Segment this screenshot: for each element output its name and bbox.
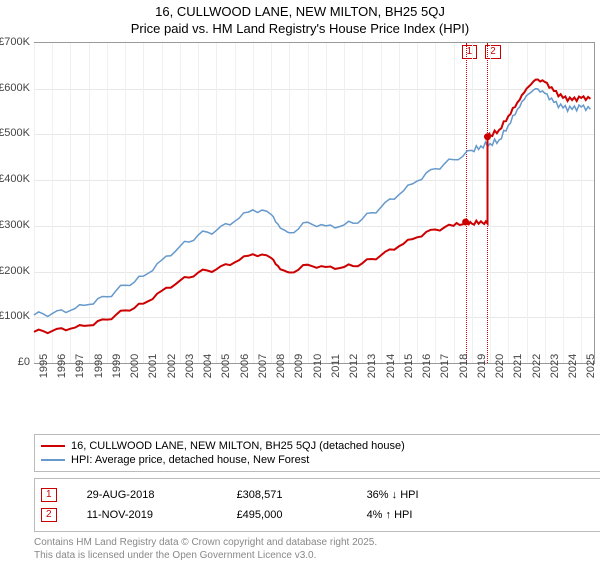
y-tick-label: £200K — [0, 265, 30, 277]
transaction-marker: 2 — [41, 508, 57, 522]
transaction-marker: 1 — [41, 488, 57, 502]
x-tick-label: 2005 — [220, 354, 232, 378]
y-tick-label: £100K — [0, 310, 30, 322]
legend-label: HPI: Average price, detached house, New … — [71, 454, 309, 466]
x-tick-label: 2024 — [567, 354, 579, 378]
x-tick-label: 2021 — [512, 354, 524, 378]
plot-region: 12 — [34, 42, 595, 364]
transaction-delta: 36% ↓ HPI — [367, 489, 419, 501]
x-tick-label: 2003 — [184, 354, 196, 378]
y-tick-label: £400K — [0, 173, 30, 185]
x-tick-label: 2009 — [293, 354, 305, 378]
y-tick-label: £500K — [0, 127, 30, 139]
chart-svg — [34, 43, 594, 363]
x-tick-label: 1996 — [56, 354, 68, 378]
x-tick-label: 1995 — [38, 354, 50, 378]
transaction-row: 2 11-NOV-2019£495,0004% ↑ HPI — [41, 505, 599, 525]
title-line1: 16, CULLWOOD LANE, NEW MILTON, BH25 5QJ — [0, 4, 600, 19]
x-tick-label: 2000 — [129, 354, 141, 378]
legend-row: HPI: Average price, detached house, New … — [41, 453, 599, 467]
chart-area: 12 £0£100K£200K£300K£400K£500K£600K£700K… — [34, 42, 594, 392]
x-tick-label: 1998 — [93, 354, 105, 378]
legend-label: 16, CULLWOOD LANE, NEW MILTON, BH25 5QJ … — [71, 440, 405, 452]
x-tick-label: 2007 — [257, 354, 269, 378]
x-tick-label: 2010 — [312, 354, 324, 378]
attribution: Contains HM Land Registry data © Crown c… — [34, 536, 600, 562]
x-tick-label: 1999 — [111, 354, 123, 378]
marker-dot — [462, 218, 469, 225]
transaction-date: 29-AUG-2018 — [87, 489, 237, 501]
x-tick-label: 2022 — [531, 354, 543, 378]
y-tick-label: £300K — [0, 219, 30, 231]
y-tick-label: £0 — [18, 356, 30, 368]
x-tick-label: 2025 — [585, 354, 597, 378]
x-tick-label: 2018 — [458, 354, 470, 378]
x-tick-label: 2012 — [348, 354, 360, 378]
transaction-date: 11-NOV-2019 — [87, 509, 237, 521]
legend: 16, CULLWOOD LANE, NEW MILTON, BH25 5QJ … — [34, 434, 600, 472]
y-tick-label: £600K — [0, 82, 30, 94]
x-tick-label: 2023 — [549, 354, 561, 378]
transactions-table: 1 29-AUG-2018£308,57136% ↓ HPI 2 11-NOV-201… — [34, 478, 600, 532]
series-hpi — [34, 89, 590, 317]
attribution-line1: Contains HM Land Registry data © Crown c… — [34, 536, 600, 549]
x-tick-label: 2017 — [439, 354, 451, 378]
x-tick-label: 1997 — [74, 354, 86, 378]
x-tick-label: 2008 — [275, 354, 287, 378]
x-tick-label: 2006 — [239, 354, 251, 378]
x-tick-label: 2019 — [476, 354, 488, 378]
x-tick-label: 2011 — [330, 354, 342, 378]
series-property — [34, 80, 590, 334]
y-tick-label: £700K — [0, 36, 30, 48]
legend-row: 16, CULLWOOD LANE, NEW MILTON, BH25 5QJ … — [41, 439, 599, 453]
x-tick-label: 2013 — [366, 354, 378, 378]
transaction-delta: 4% ↑ HPI — [367, 509, 413, 521]
x-tick-label: 2004 — [202, 354, 214, 378]
transaction-price: £308,571 — [237, 489, 367, 501]
x-tick-label: 2014 — [385, 354, 397, 378]
legend-swatch — [41, 445, 65, 447]
marker-dot — [484, 133, 491, 140]
x-tick-label: 2015 — [403, 354, 415, 378]
title-line2: Price paid vs. HM Land Registry's House … — [0, 21, 600, 36]
attribution-line2: This data is licensed under the Open Gov… — [34, 549, 600, 562]
x-tick-label: 2020 — [494, 354, 506, 378]
transaction-price: £495,000 — [237, 509, 367, 521]
x-tick-label: 2016 — [421, 354, 433, 378]
chart-title: 16, CULLWOOD LANE, NEW MILTON, BH25 5QJ … — [0, 0, 600, 36]
x-tick-label: 2002 — [166, 354, 178, 378]
legend-swatch — [41, 459, 65, 461]
transaction-row: 1 29-AUG-2018£308,57136% ↓ HPI — [41, 485, 599, 505]
x-tick-label: 2001 — [147, 354, 159, 378]
